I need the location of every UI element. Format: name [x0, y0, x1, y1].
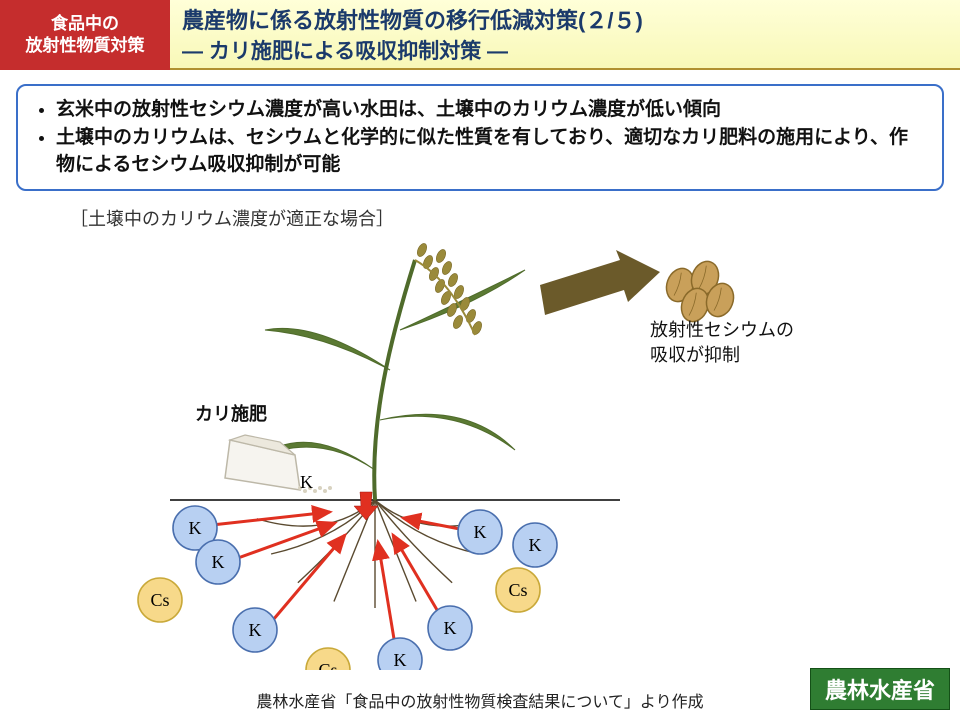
svg-text:K: K — [394, 650, 407, 670]
agency-badge: 農林水産省 — [810, 668, 950, 710]
svg-text:Cs: Cs — [508, 580, 527, 600]
tag-line2: 放射性物質対策 — [26, 36, 145, 55]
fertilizer-label: カリ施肥 — [195, 400, 267, 426]
svg-text:K: K — [249, 620, 262, 640]
category-tag: 食品中の 放射性物質対策 — [0, 0, 170, 70]
title-sub: ― カリ施肥による吸収抑制対策 ― — [182, 35, 948, 65]
header: 食品中の 放射性物質対策 農産物に係る放射性物質の移行低減対策(２/５) ― カ… — [0, 0, 960, 70]
svg-text:Cs: Cs — [150, 590, 169, 610]
result-label: 放射性セシウムの 吸収が抑制 — [650, 318, 794, 368]
svg-text:K: K — [300, 472, 313, 492]
svg-text:K: K — [212, 552, 225, 572]
svg-text:Cs: Cs — [318, 660, 337, 670]
svg-text:K: K — [529, 535, 542, 555]
title-area: 農産物に係る放射性物質の移行低減対策(２/５) ― カリ施肥による吸収抑制対策 … — [170, 0, 960, 70]
scenario-caption: ［土壌中のカリウム濃度が適正な場合］ — [70, 205, 960, 231]
info-box: 玄米中の放射性セシウム濃度が高い水田は、土壌中のカリウム濃度が低い傾向 土壌中の… — [16, 84, 944, 191]
tag-line1: 食品中の — [51, 14, 119, 33]
diagram: KKKKKKKKCsCsCs カリ施肥 放射性セシウムの 吸収が抑制 — [0, 230, 960, 670]
svg-text:K: K — [189, 518, 202, 538]
title-main: 農産物に係る放射性物質の移行低減対策(２/５) — [182, 3, 948, 35]
info-bullet: 土壌中のカリウムは、セシウムと化学的に似た性質を有しており、適切なカリ肥料の施用… — [56, 124, 926, 179]
info-bullet: 玄米中の放射性セシウム濃度が高い水田は、土壌中のカリウム濃度が低い傾向 — [56, 96, 926, 124]
svg-text:K: K — [474, 522, 487, 542]
svg-text:K: K — [444, 618, 457, 638]
